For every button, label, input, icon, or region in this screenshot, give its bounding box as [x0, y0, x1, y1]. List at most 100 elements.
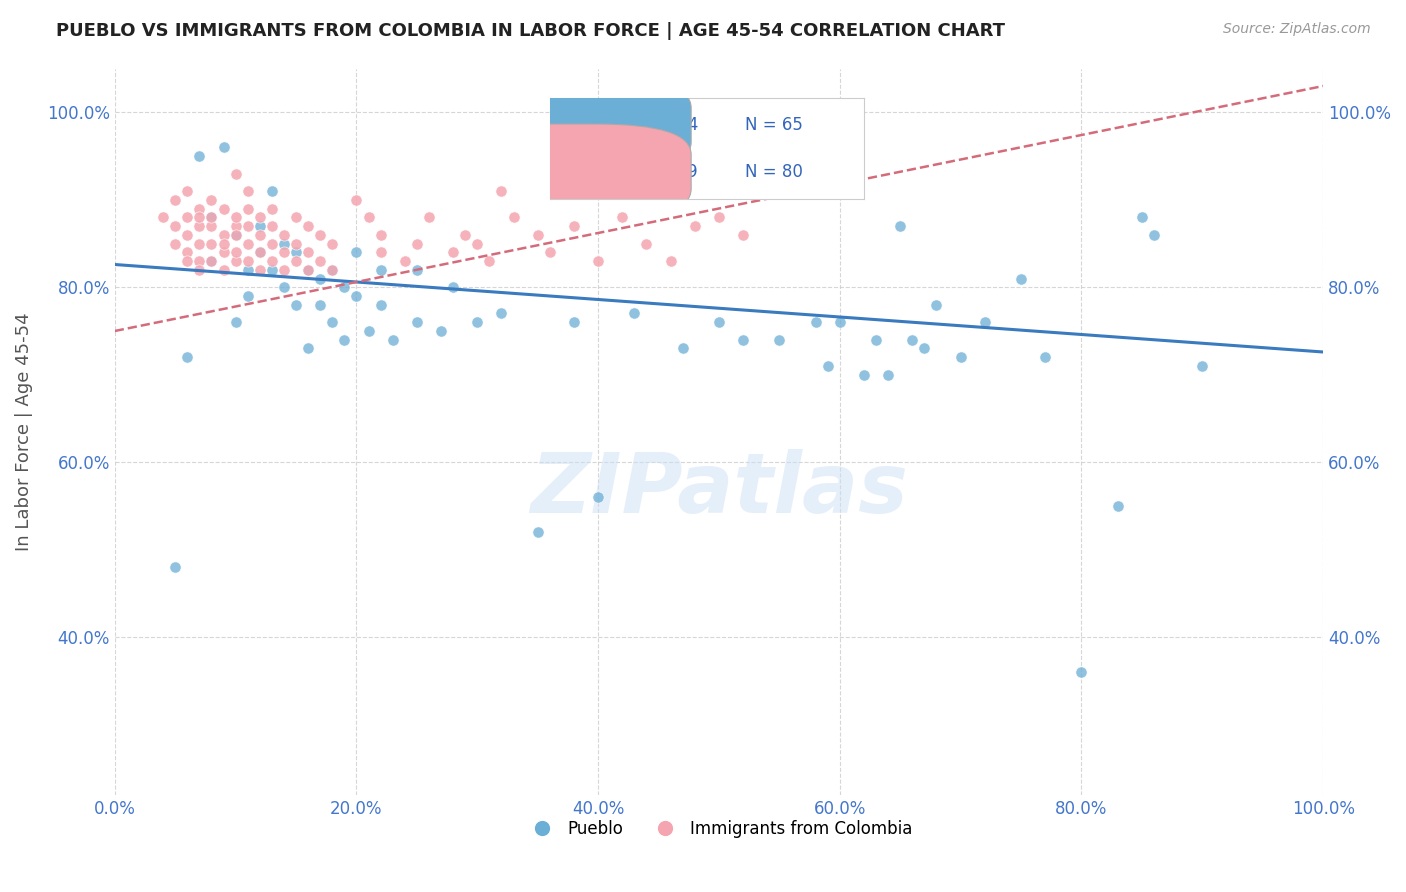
- Point: [309, 254, 332, 268]
- Point: [309, 227, 332, 242]
- Point: [465, 315, 488, 329]
- Point: [381, 333, 404, 347]
- Point: [901, 333, 924, 347]
- Point: [236, 236, 259, 251]
- Point: [733, 227, 755, 242]
- Point: [249, 227, 271, 242]
- Point: [852, 368, 875, 382]
- Point: [212, 262, 235, 277]
- Point: [309, 298, 332, 312]
- Point: [491, 184, 513, 198]
- Point: [912, 342, 935, 356]
- Point: [212, 245, 235, 260]
- Point: [285, 245, 308, 260]
- Point: [502, 211, 524, 225]
- Point: [260, 254, 283, 268]
- Point: [357, 324, 380, 338]
- Point: [1143, 227, 1166, 242]
- Point: [405, 262, 427, 277]
- Point: [925, 298, 948, 312]
- Point: [333, 333, 356, 347]
- Point: [370, 245, 392, 260]
- Point: [176, 245, 198, 260]
- Point: [804, 315, 827, 329]
- Point: [333, 280, 356, 294]
- Point: [273, 262, 295, 277]
- Point: [212, 202, 235, 216]
- Point: [285, 254, 308, 268]
- Point: [176, 254, 198, 268]
- Point: [212, 140, 235, 154]
- Point: [200, 236, 222, 251]
- Point: [346, 289, 368, 303]
- Legend: Pueblo, Immigrants from Colombia: Pueblo, Immigrants from Colombia: [519, 814, 920, 845]
- Point: [877, 368, 900, 382]
- Point: [273, 280, 295, 294]
- Point: [176, 211, 198, 225]
- Point: [465, 236, 488, 251]
- Point: [176, 184, 198, 198]
- Point: [1070, 665, 1092, 680]
- Point: [586, 254, 609, 268]
- Point: [225, 245, 247, 260]
- Point: [418, 211, 440, 225]
- Point: [225, 211, 247, 225]
- Point: [260, 202, 283, 216]
- Point: [683, 219, 706, 233]
- Point: [1033, 350, 1056, 364]
- Point: [491, 306, 513, 320]
- Point: [1010, 271, 1032, 285]
- Text: PUEBLO VS IMMIGRANTS FROM COLOMBIA IN LABOR FORCE | AGE 45-54 CORRELATION CHART: PUEBLO VS IMMIGRANTS FROM COLOMBIA IN LA…: [56, 22, 1005, 40]
- Point: [297, 219, 319, 233]
- Point: [441, 280, 464, 294]
- Point: [612, 211, 634, 225]
- Point: [865, 333, 887, 347]
- Point: [249, 262, 271, 277]
- Y-axis label: In Labor Force | Age 45-54: In Labor Force | Age 45-54: [15, 312, 32, 551]
- Point: [165, 236, 187, 251]
- Point: [152, 211, 174, 225]
- Point: [297, 245, 319, 260]
- Point: [454, 227, 477, 242]
- Point: [321, 315, 343, 329]
- Point: [236, 254, 259, 268]
- Point: [526, 227, 548, 242]
- Point: [297, 262, 319, 277]
- Point: [733, 333, 755, 347]
- Point: [188, 149, 211, 163]
- Point: [659, 254, 682, 268]
- Point: [260, 236, 283, 251]
- Point: [672, 342, 695, 356]
- Point: [188, 202, 211, 216]
- Point: [236, 219, 259, 233]
- Point: [1130, 211, 1153, 225]
- Point: [165, 219, 187, 233]
- Point: [249, 219, 271, 233]
- Point: [260, 262, 283, 277]
- Point: [249, 245, 271, 260]
- Point: [188, 211, 211, 225]
- Point: [176, 227, 198, 242]
- Point: [188, 262, 211, 277]
- Point: [188, 254, 211, 268]
- Point: [285, 236, 308, 251]
- Point: [562, 315, 585, 329]
- Point: [370, 262, 392, 277]
- Point: [346, 193, 368, 207]
- Point: [441, 245, 464, 260]
- Point: [249, 245, 271, 260]
- Point: [176, 350, 198, 364]
- Point: [236, 184, 259, 198]
- Point: [562, 219, 585, 233]
- Point: [394, 254, 416, 268]
- Point: [321, 236, 343, 251]
- Point: [200, 219, 222, 233]
- Point: [165, 193, 187, 207]
- Point: [297, 262, 319, 277]
- Point: [273, 236, 295, 251]
- Point: [225, 167, 247, 181]
- Point: [225, 227, 247, 242]
- Point: [273, 227, 295, 242]
- Point: [623, 306, 645, 320]
- Point: [260, 219, 283, 233]
